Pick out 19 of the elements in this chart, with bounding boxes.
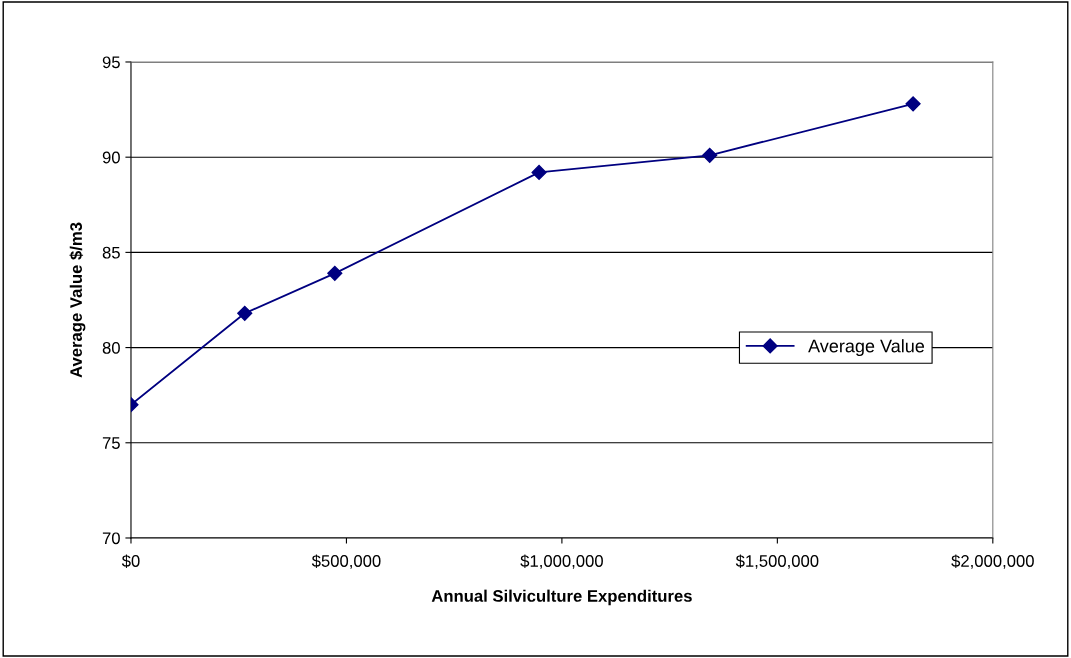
y-tick-label: 90 [102,151,120,164]
x-axis-title: Annual Silviculture Expenditures [431,589,692,606]
y-tick-label: 75 [102,437,120,449]
y-axis-title: Average Value $/m3 [69,222,86,378]
x-tick-label: $0 [121,554,140,568]
x-tick-label: $1,500,000 [735,554,819,569]
point [905,96,921,112]
point [702,147,718,163]
y-tick-label: 70 [102,532,120,545]
legend-label: Average Value [808,339,925,356]
point [237,305,253,321]
x-tick-label: $1,000,000 [520,554,603,569]
x-tick-label: $2,000,000 [951,554,1034,569]
point [531,164,547,180]
point [327,265,343,281]
x-tick-label: $500,000 [311,554,381,569]
y-tick-label: 95 [102,56,120,69]
y-tick-label: 85 [102,246,120,259]
y-tick-label: 80 [102,341,120,354]
